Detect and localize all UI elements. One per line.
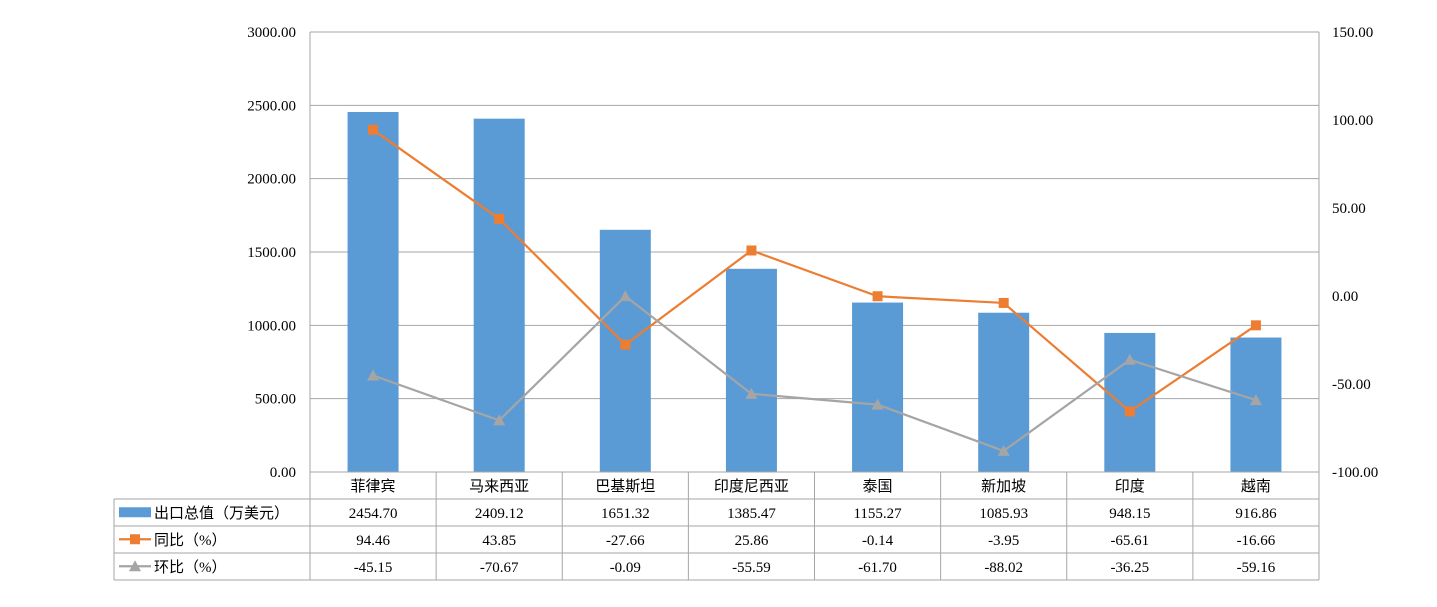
point-marker <box>998 297 1009 308</box>
point-marker <box>620 339 631 350</box>
data-value: -36.25 <box>1110 560 1149 576</box>
data-value: -0.09 <box>610 560 641 576</box>
data-value: -88.02 <box>984 560 1023 576</box>
data-value: 25.86 <box>735 533 769 549</box>
legend-key-marker <box>130 534 140 545</box>
y-left-tick-label: 1500.00 <box>247 245 296 261</box>
y-right-tick-label: 50.00 <box>1332 201 1366 217</box>
category-label: 越南 <box>1241 478 1271 495</box>
point-marker <box>746 245 757 256</box>
legend-key-marker <box>129 560 141 572</box>
point-marker <box>1123 353 1136 365</box>
data-value: -0.14 <box>862 533 894 549</box>
point-marker <box>872 291 883 302</box>
point-marker <box>619 290 632 302</box>
category-label: 马来西亚 <box>469 478 529 495</box>
data-value: 1385.47 <box>727 506 776 522</box>
bar <box>473 118 525 472</box>
data-value: -61.70 <box>858 560 897 576</box>
category-label: 新加坡 <box>981 478 1026 495</box>
bar <box>347 111 399 473</box>
category-label: 印度尼西亚 <box>714 478 789 495</box>
y-left-tick-label: 2500.00 <box>247 98 296 114</box>
y-right-tick-label: 100.00 <box>1332 113 1373 129</box>
bar-series <box>347 111 1282 473</box>
data-value: 1155.27 <box>853 506 902 522</box>
point-marker <box>1250 320 1261 331</box>
y-right-tick-label: 0.00 <box>1332 289 1358 305</box>
point-marker <box>745 387 758 399</box>
series-name: 环比（%） <box>154 559 227 576</box>
point-marker <box>997 444 1010 456</box>
data-value: 1651.32 <box>601 506 650 522</box>
series-line <box>372 295 1257 453</box>
bar <box>852 302 904 472</box>
data-value: 916.86 <box>1235 506 1277 522</box>
y-left-tick-label: 1000.00 <box>247 318 296 334</box>
data-value: 1085.93 <box>979 506 1028 522</box>
line-series <box>367 124 1262 456</box>
bar <box>1104 332 1156 472</box>
series-name: 出口总值（万美元） <box>154 505 289 522</box>
data-value: -16.66 <box>1237 533 1276 549</box>
data-value: 948.15 <box>1109 506 1150 522</box>
data-value: 43.85 <box>482 533 516 549</box>
y-left-tick-label: 500.00 <box>255 392 296 408</box>
data-value: -65.61 <box>1110 533 1149 549</box>
bar <box>599 229 651 472</box>
y-left-tick-label: 0.00 <box>270 465 296 481</box>
bar <box>725 268 777 472</box>
data-value: 2454.70 <box>349 506 398 522</box>
point-marker <box>1124 406 1135 417</box>
series-name: 同比（%） <box>154 532 227 549</box>
point-marker <box>871 398 884 410</box>
point-marker <box>494 213 505 224</box>
data-value: 2409.12 <box>475 506 524 522</box>
data-value: -70.67 <box>480 560 519 576</box>
y-right-tick-label: 150.00 <box>1332 25 1373 41</box>
y-left-tick-label: 3000.00 <box>247 25 296 41</box>
data-value: 94.46 <box>356 533 390 549</box>
y-right-tick-label: -100.00 <box>1332 465 1378 481</box>
category-label: 巴基斯坦 <box>595 478 655 495</box>
point-marker <box>367 369 380 381</box>
point-marker <box>368 124 379 135</box>
category-label: 泰国 <box>863 478 893 495</box>
data-value: -3.95 <box>988 533 1019 549</box>
point-marker <box>493 414 506 426</box>
y-right-tick-label: -50.00 <box>1332 377 1371 393</box>
point-marker <box>1249 394 1262 406</box>
data-value: -59.16 <box>1237 560 1276 576</box>
data-value: -45.15 <box>354 560 393 576</box>
category-label: 菲律宾 <box>351 478 396 495</box>
y-left-tick-label: 2000.00 <box>247 172 296 188</box>
legend-key-bar <box>119 507 151 518</box>
category-label: 印度 <box>1115 478 1145 495</box>
series-line <box>372 128 1257 413</box>
axes: 0.00 500.00 1000.00 1500.00 2000.00 2500.00 30… <box>247 25 1378 481</box>
data-value: -27.66 <box>606 533 645 549</box>
data-value: -55.59 <box>732 560 771 576</box>
